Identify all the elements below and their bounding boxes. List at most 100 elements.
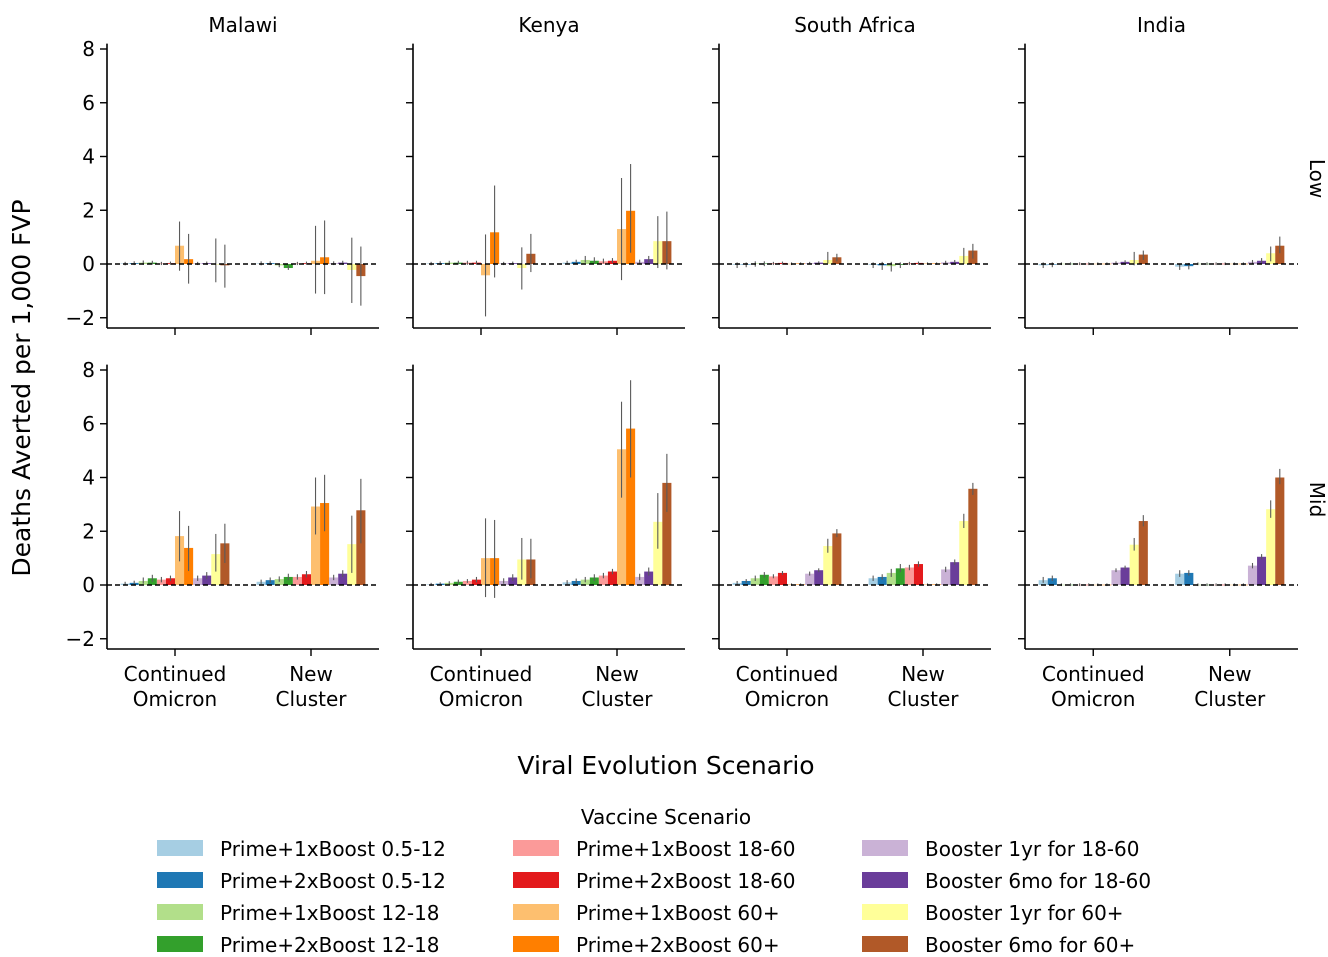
bar — [589, 577, 599, 585]
category-label: Continued — [124, 662, 227, 686]
bar — [941, 569, 951, 585]
column-title: South Africa — [794, 13, 916, 37]
legend-item: Prime+1xBoost 60+ — [513, 901, 780, 925]
bar — [283, 576, 293, 585]
legend-label: Prime+1xBoost 0.5-12 — [220, 837, 446, 861]
category-label: New — [1208, 662, 1252, 686]
category-label: Continued — [1042, 662, 1145, 686]
bar — [202, 575, 212, 585]
bar — [356, 510, 366, 585]
bar — [868, 578, 878, 585]
y-tick-label: 6 — [82, 412, 95, 436]
column-title: Malawi — [208, 13, 277, 37]
y-axis-label: Deaths Averted per 1,000 FVP — [7, 199, 36, 576]
legend-swatch — [513, 936, 559, 952]
legend-label: Booster 6mo for 18-60 — [925, 869, 1151, 893]
bar — [750, 578, 760, 585]
legend-swatch — [862, 904, 908, 920]
chart-panels: Malawi Kenya South Africa India Low Mid −2 0 2 4 6… — [66, 13, 1328, 711]
bar — [1111, 570, 1121, 585]
bar — [292, 576, 302, 585]
bar — [877, 576, 887, 585]
legend-label: Booster 6mo for 60+ — [925, 933, 1135, 957]
y-tick-label: 8 — [82, 358, 95, 382]
bar — [1138, 521, 1148, 585]
legend-swatch — [862, 840, 908, 856]
bar — [471, 579, 481, 586]
bar — [1184, 572, 1194, 585]
legend-label: Prime+2xBoost 18-60 — [576, 869, 796, 893]
legend-swatch — [862, 872, 908, 888]
legend: Vaccine Scenario Prime+1xBoost 0.5-12 Pri… — [157, 805, 1151, 957]
bar — [301, 574, 311, 585]
bar — [1275, 245, 1285, 264]
y-tick-label: −2 — [66, 627, 95, 651]
bar — [1047, 578, 1057, 585]
bar — [508, 577, 518, 585]
legend-item: Prime+2xBoost 0.5-12 — [157, 869, 446, 893]
y-tick-label: 6 — [82, 91, 95, 115]
bar — [814, 570, 824, 585]
legend-title: Vaccine Scenario — [581, 805, 751, 829]
legend-swatch — [862, 936, 908, 952]
bar — [626, 428, 636, 585]
panel — [406, 43, 685, 335]
bar — [823, 546, 833, 585]
bar — [968, 488, 978, 585]
row-label: Mid — [1305, 482, 1328, 518]
bar — [805, 573, 815, 585]
bar — [617, 449, 627, 585]
legend-swatch — [157, 840, 203, 856]
panel — [1018, 43, 1298, 335]
category-label: New — [595, 662, 639, 686]
y-tick-label: 8 — [82, 37, 95, 61]
y-tick-label: 4 — [82, 145, 95, 169]
bar — [832, 533, 842, 585]
bar — [462, 580, 472, 585]
legend-swatch — [513, 872, 559, 888]
y-tick-label: 0 — [82, 573, 95, 597]
legend-item: Prime+2xBoost 18-60 — [513, 869, 796, 893]
legend-item: Prime+1xBoost 0.5-12 — [157, 837, 446, 861]
bar — [580, 579, 590, 586]
bar — [311, 506, 321, 585]
bar — [1175, 573, 1185, 585]
bar — [220, 543, 230, 585]
bar — [1257, 556, 1267, 585]
legend-swatch — [513, 904, 559, 920]
bar — [1120, 567, 1130, 585]
bar — [759, 574, 769, 585]
bar — [777, 572, 787, 585]
bar — [741, 580, 751, 585]
row-label: Low — [1305, 159, 1328, 198]
bar — [329, 577, 339, 585]
category-label: Omicron — [1051, 687, 1135, 711]
legend-label: Prime+1xBoost 60+ — [576, 901, 780, 925]
category-label: Omicron — [439, 687, 523, 711]
x-axis-label: Viral Evolution Scenario — [517, 751, 814, 780]
legend-item: Prime+2xBoost 12-18 — [157, 933, 440, 957]
bar — [653, 521, 663, 585]
category-label: Omicron — [133, 687, 217, 711]
bar — [886, 572, 896, 585]
category-label: Continued — [430, 662, 533, 686]
y-tick-label: 4 — [82, 466, 95, 490]
legend-swatch — [157, 872, 203, 888]
legend-label: Prime+2xBoost 12-18 — [220, 933, 440, 957]
y-tick-label: −2 — [66, 306, 95, 330]
bar — [1247, 565, 1258, 585]
legend-label: Prime+1xBoost 18-60 — [576, 837, 796, 861]
bar — [662, 482, 672, 586]
category-label: New — [289, 662, 333, 686]
bar — [274, 579, 284, 585]
category-label: Cluster — [276, 687, 348, 711]
category-label: Cluster — [888, 687, 960, 711]
panel — [712, 43, 991, 335]
bar — [1129, 544, 1139, 585]
bar — [338, 573, 348, 585]
category-label: Omicron — [745, 687, 829, 711]
legend-swatch — [157, 904, 203, 920]
